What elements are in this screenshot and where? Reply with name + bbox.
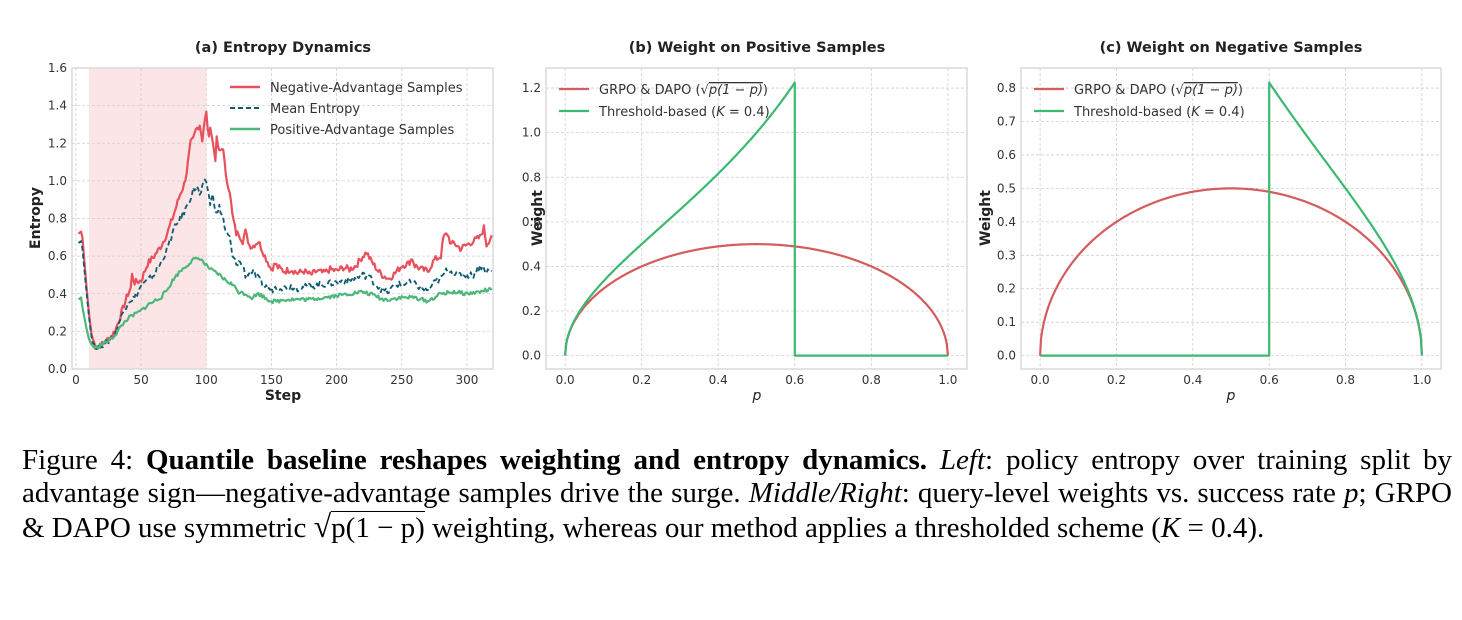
chart-c-plot-area [1020,67,1442,370]
x-tick-label: 150 [260,373,283,387]
y-tick-label: 0.2 [48,324,67,338]
y-tick-label: 0.2 [997,282,1016,296]
y-tick-label: 0.6 [48,249,67,263]
chart-b-legend: GRPO & DAPO (√p(1 − p)) Threshold-based (… [559,83,770,120]
legend-label-grpo: GRPO & DAPO (√p(1 − p)) [599,83,768,98]
x-tick-label: 200 [325,373,348,387]
series-line-grpo-dapo-p-1-p [564,243,949,356]
caption-label: Figure 4: [22,444,146,476]
chart-a-xlabel: Step [265,388,301,404]
x-tick-label: 0.0 [556,373,575,387]
y-tick-label: 0.5 [997,181,1016,195]
y-tick-label: 1.2 [48,136,67,150]
x-tick-label: 0.2 [1107,373,1126,387]
chart-b-xlabel: p [752,388,762,404]
caption-mr-text-3: weighting, whereas our method applies a … [424,512,1161,544]
figure-panels: (a) Entropy Dynamics 0 50 100 150 200 250 300 0… [28,40,1442,404]
series-line-threshold-based-k-0-4 [564,81,948,357]
y-tick-label: 0.4 [48,287,67,301]
chart-b-plot-area [545,67,968,370]
y-tick-label: 0.0 [522,349,541,363]
chart-c-title: (c) Weight on Negative Samples [1100,40,1363,56]
y-tick-label: 0.7 [997,115,1016,129]
y-tick-label: 0.8 [522,170,541,184]
y-tick-label: 0.8 [48,212,67,226]
caption-left-text: : policy entropy over training split by … [22,444,1452,509]
legend-label-positive: Positive-Advantage Samples [270,123,455,138]
x-tick-label: 0.4 [709,373,728,387]
x-tick-label: 0.2 [632,373,651,387]
y-tick-label: 0.3 [997,248,1016,262]
figure-caption: Figure 4: Quantile baseline reshapes wei… [22,444,1452,545]
y-tick-label: 1.0 [48,174,67,188]
y-tick-label: 0.4 [522,259,541,273]
series-line-positive-advantage-samples [77,256,493,350]
y-tick-label: 1.2 [522,81,541,95]
y-tick-label: 0.0 [48,362,67,376]
chart-a-title: (a) Entropy Dynamics [195,40,371,56]
x-tick-label: 1.0 [1412,373,1431,387]
x-tick-label: 0.8 [862,373,881,387]
series-line-mean-entropy [77,178,493,350]
chart-a-legend: Negative-Advantage Samples Mean Entropy … [230,81,463,138]
chart-c-xlabel: p [1226,388,1236,404]
caption-sqrt-formula: √p(1 − p) [314,510,425,545]
y-tick-label: 0.6 [997,148,1016,162]
y-tick-label: 0.6 [522,215,541,229]
chart-b-title: (b) Weight on Positive Samples [629,40,886,56]
x-tick-label: 100 [195,373,218,387]
panel-weight-negative: (c) Weight on Negative Samples 0.0 0.2 0.4… [978,40,1442,404]
x-tick-label: 0 [72,373,80,387]
y-tick-label: 0.2 [522,304,541,318]
series-line-threshold-based-k-0-4 [1039,81,1423,357]
chart-b-ylabel: Weight [530,190,546,246]
caption-mr-text-2: ; GRPO & DAPO use symmetric [22,477,1453,544]
y-tick-label: 0.1 [997,315,1016,329]
chart-a-ylabel: Entropy [28,187,44,249]
sqrt-radical-sign: √ [313,508,332,544]
x-tick-label: 50 [133,373,148,387]
legend-label-threshold: Threshold-based (K = 0.4) [1073,105,1245,120]
legend-label-grpo: GRPO & DAPO (√p(1 − p)) [1074,83,1243,98]
sqrt-radicand: p(1 − p) [331,511,425,544]
chart-c-legend: GRPO & DAPO (√p(1 − p)) Threshold-based (… [1034,83,1245,120]
y-tick-label: 0.0 [997,349,1016,363]
x-tick-label: 250 [390,373,413,387]
x-tick-label: 300 [455,373,478,387]
y-tick-label: 0.8 [997,81,1016,95]
caption-k-symbol: K [1160,512,1181,544]
x-tick-label: 0.6 [1260,373,1279,387]
legend-label-mean: Mean Entropy [270,102,360,117]
legend-label-negative: Negative-Advantage Samples [270,81,463,96]
series-line-grpo-dapo-p-1-p [1039,187,1423,356]
caption-bold-title: Quantile baseline reshapes weighting and… [146,444,928,476]
y-tick-label: 1.4 [48,99,67,113]
y-tick-label: 1.0 [522,126,541,140]
panel-weight-positive: (b) Weight on Positive Samples 0.0 0.2 0.4… [522,40,968,404]
caption-middle-right-label: Middle/Right [748,477,902,509]
caption-p-symbol: p [1344,477,1359,509]
x-tick-label: 0.6 [785,373,804,387]
panel-entropy-dynamics: (a) Entropy Dynamics 0 50 100 150 200 250 300 0… [28,40,494,404]
caption-k-value: = 0.4). [1180,512,1265,544]
caption-left-label: Left [939,444,986,476]
caption-mr-text-1: : query-level weights vs. success rate [901,477,1345,509]
chart-c-ylabel: Weight [978,190,994,246]
series-line-negative-advantage-samples [77,110,493,351]
x-tick-label: 1.0 [938,373,957,387]
x-tick-label: 0.0 [1031,373,1050,387]
legend-label-threshold: Threshold-based (K = 0.4) [598,105,770,120]
y-tick-label: 0.4 [997,215,1016,229]
x-tick-label: 0.8 [1336,373,1355,387]
x-tick-label: 0.4 [1183,373,1202,387]
y-tick-label: 1.6 [48,61,67,75]
